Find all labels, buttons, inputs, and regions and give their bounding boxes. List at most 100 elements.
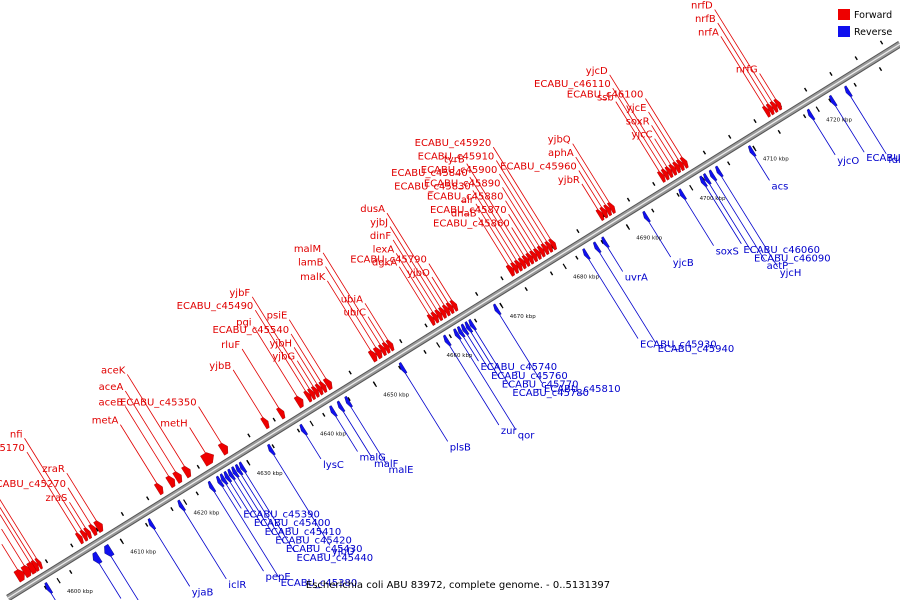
gene-label-zraS: zraS (46, 493, 68, 504)
leader-ECABU_c45830 (472, 190, 517, 261)
gene-label-tyrB: tyrB (444, 155, 465, 166)
gene-label-yjcD: yjcD (586, 66, 608, 77)
scale-tick-label: 4650 kbp (383, 392, 409, 398)
leader-yjaB (154, 529, 191, 587)
gene-label-ECABU_c45930: ECABU_c45930 (640, 340, 717, 351)
leader-nrfG (759, 73, 776, 100)
gene-arrow-nrfD (769, 100, 779, 113)
gene-arrow-yjcB (642, 210, 651, 223)
gene-arrow-yjcC (668, 163, 678, 176)
leader-purD (98, 563, 122, 599)
minor-tick (475, 291, 479, 297)
gene-arrow-acs (747, 145, 757, 157)
leader-ECABU_c46290 (835, 106, 865, 153)
minor-tick (576, 229, 580, 234)
leader-hupA (0, 498, 37, 559)
gene-arrow-ECABU_c46090 (703, 173, 712, 185)
leader-ECABU_c45270 (67, 487, 91, 525)
minor-tick (347, 397, 351, 402)
gene-label-lysC: lysC (323, 460, 344, 471)
leader-purH (110, 556, 139, 600)
leader-ECABU_c45880 (505, 200, 536, 249)
leader-yjcC (654, 138, 671, 165)
gene-arrow-lamB (372, 346, 383, 360)
gene-label-ECABU_c45870: ECABU_c45870 (430, 205, 507, 216)
gene-arrow-yjbO (445, 302, 455, 315)
gene-arrow-aphA (603, 204, 613, 217)
legend-reverse-swatch (838, 26, 850, 37)
gene-label-ECABU_c45390: ECABU_c45390 (243, 510, 320, 521)
gene-features (13, 85, 853, 594)
gene-arrow-dusA (441, 304, 451, 317)
gene-arrow-ECABU_c45910 (544, 240, 554, 253)
gene-label-yjbO: yjbO (407, 268, 430, 279)
leader-ECABU_c45170 (26, 451, 78, 533)
gene-arrow-ECABU_c45810 (493, 303, 502, 316)
minor-tick (879, 40, 884, 45)
gene-arrow-yjbD (267, 443, 276, 456)
gene-arrow-ECABU_c45270 (88, 523, 98, 537)
gene-arrow-yjcE (675, 159, 685, 172)
scale-tick-label: 4690 kbp (636, 235, 662, 241)
gene-arrow-ECABU_c46290 (828, 94, 838, 107)
minor-tick (272, 417, 276, 422)
scale-tick-label: 4720 kbp (826, 117, 852, 123)
gene-arrow-pgi (293, 395, 304, 409)
gene-arrow-nrfB (765, 103, 775, 116)
gene-arrow-aceB (165, 475, 176, 489)
minor-tick (652, 181, 656, 187)
leader-yjcD (609, 74, 667, 167)
gene-label-ECABU_c45350: ECABU_c45350 (120, 398, 197, 409)
leader-ECABU_c45860 (511, 227, 528, 254)
minor-tick (448, 334, 452, 339)
minor-tick (146, 496, 150, 501)
gene-label-yjbD: yjbD (332, 546, 355, 557)
major-tick (309, 420, 314, 427)
gene-label-nfi: nfi (10, 429, 23, 440)
gene-label-ECABU_c45170: ECABU_c45170 (0, 443, 25, 454)
major-tick (499, 302, 504, 309)
gene-label-zur: zur (501, 426, 518, 437)
gene-label-dgkA: dgkA (372, 258, 397, 269)
leader-ECABU_c45380 (222, 486, 279, 578)
minor-tick (728, 134, 732, 139)
gene-arrow-pepE (207, 480, 217, 493)
gene-arrow-malG (329, 405, 338, 418)
leader-aceB (124, 406, 169, 477)
leader-yjbH (293, 347, 318, 385)
scale-tick-label: 4660 kbp (447, 353, 473, 359)
gene-label-ECABU_c45860: ECABU_c45860 (433, 219, 510, 230)
gene-arrow-ECABU_c45870 (529, 250, 539, 263)
leader-rsd (1, 528, 25, 566)
gene-label-ECABU_c45410: ECABU_c45410 (265, 527, 342, 538)
gene-arrow-nrfA (761, 105, 771, 118)
leader-yjbB (232, 369, 264, 418)
gene-arrow-ECABU_c45790 (449, 299, 459, 312)
gene-arrow-fdhF (844, 85, 853, 98)
minor-tick (651, 208, 655, 213)
minor-tick (423, 349, 427, 355)
leader-malF (343, 411, 373, 459)
gene-label-dnaB: dnaB (451, 208, 477, 219)
leader-nudC (0, 514, 30, 563)
scale-tick-label: 4620 kbp (193, 510, 219, 516)
minor-tick (802, 114, 807, 119)
leader-ECABU_c45840 (469, 176, 521, 258)
gene-label-ECABU_c45880: ECABU_c45880 (427, 192, 504, 203)
gene-label-dusA: dusA (360, 204, 385, 215)
gene-arrow-ECABU_c45780 (468, 318, 477, 331)
leader-yjbG (296, 360, 314, 387)
gene-arrow-malM (377, 344, 387, 357)
gene-label-uvrA: uvrA (625, 273, 648, 284)
major-tick (689, 184, 694, 191)
gene-label-yjcC: yjcC (631, 130, 652, 141)
gene-arrow-ECABU_c45890 (536, 245, 546, 258)
major-tick (56, 577, 61, 584)
gene-label-yjbR: yjbR (558, 175, 580, 186)
leader-ECABU_c45770 (470, 332, 501, 379)
gene-arrow-ECABU_c45490 (303, 390, 313, 403)
gene-arrow-thiS (13, 569, 25, 583)
leader-dnaB (478, 217, 509, 266)
gene-arrow-ECABU_c45830 (513, 259, 523, 272)
gene-arrow-dnaB (505, 264, 515, 277)
